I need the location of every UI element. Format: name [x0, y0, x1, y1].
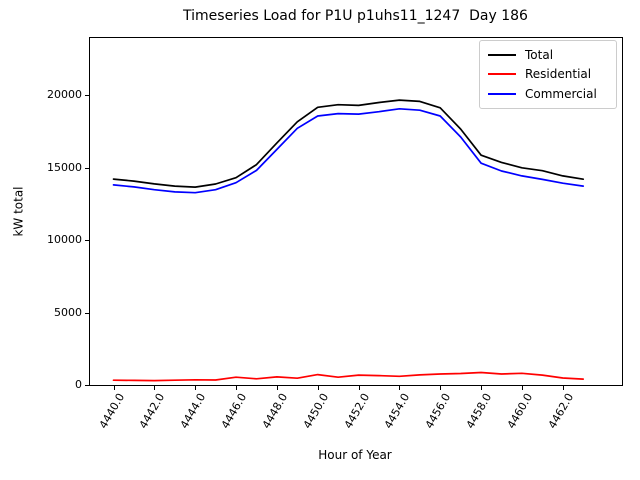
- series-line-total: [112, 99, 585, 188]
- chart-title: Timeseries Load for P1U p1uhs11_1247 Day…: [183, 8, 528, 24]
- legend-entry-total: Total: [488, 48, 608, 62]
- legend-entry-residential: Residential: [488, 67, 608, 81]
- series-line-residential: [112, 371, 585, 382]
- commercial-line-swatch: [488, 93, 516, 96]
- legend: Total Residential Commercial: [479, 40, 617, 109]
- series-line-commercial: [112, 107, 585, 194]
- x-axis-label: Hour of Year: [318, 448, 392, 462]
- legend-label-total: Total: [525, 47, 554, 62]
- total-line-swatch: [488, 53, 516, 56]
- legend-label-commercial: Commercial: [525, 87, 597, 102]
- y-tick-label: 15000: [47, 160, 82, 174]
- y-tick-label: 5000: [54, 305, 82, 319]
- residential-line-swatch: [488, 73, 516, 76]
- legend-label-residential: Residential: [525, 67, 592, 82]
- axes-frame: [89, 37, 623, 386]
- y-tick-label: 20000: [47, 88, 82, 101]
- y-tick-label: 0: [75, 378, 82, 391]
- legend-entry-commercial: Commercial: [488, 87, 608, 101]
- y-tick-label: 10000: [47, 233, 82, 246]
